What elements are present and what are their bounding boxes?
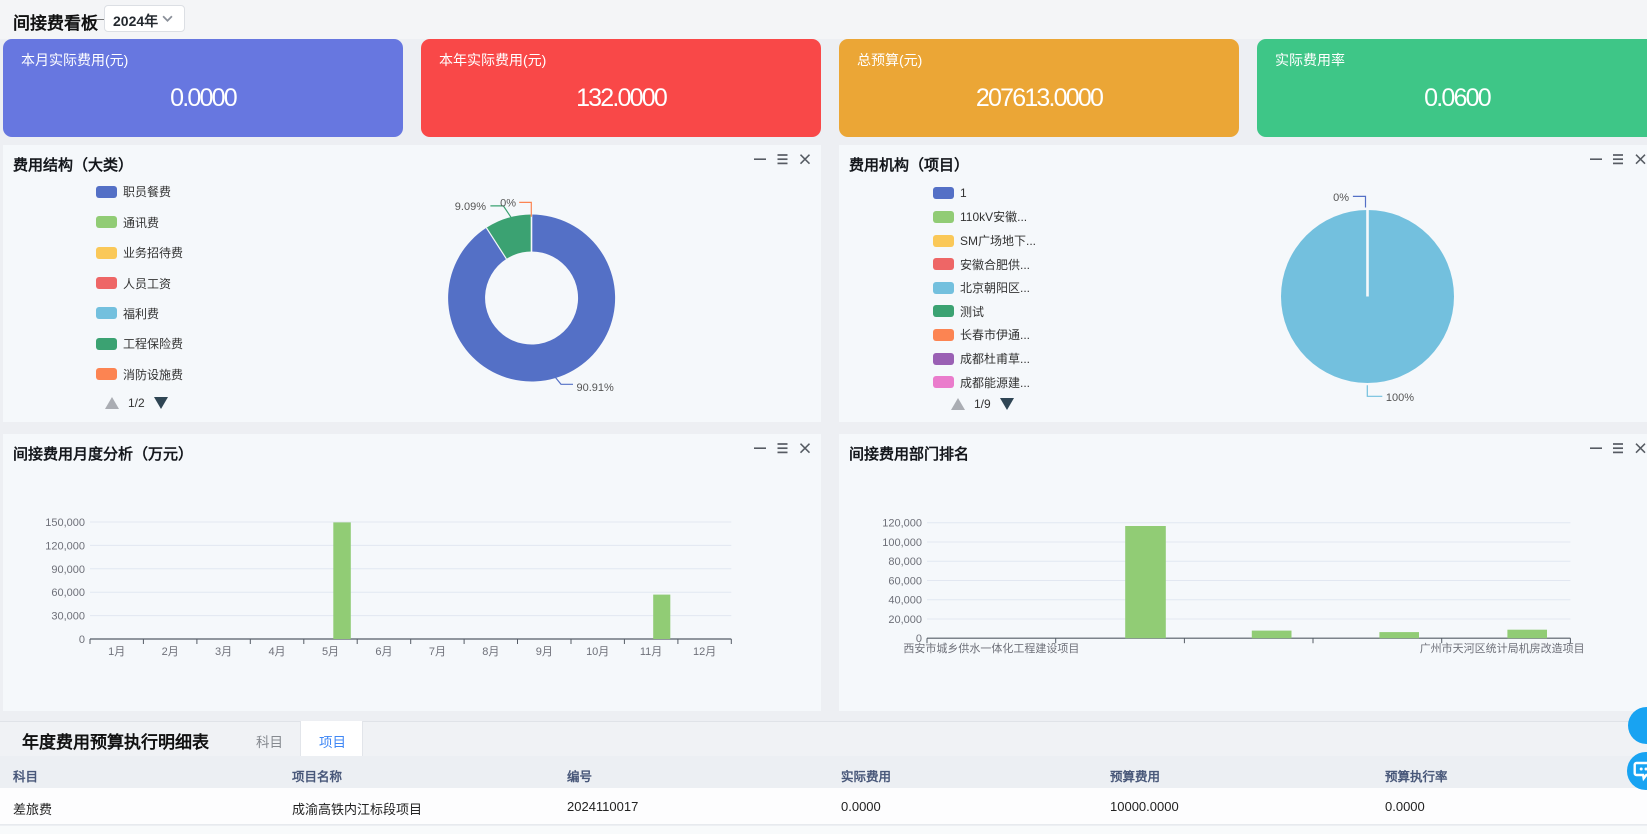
svg-text:0: 0 xyxy=(916,633,922,645)
svg-text:1月: 1月 xyxy=(108,646,125,658)
svg-text:20,000: 20,000 xyxy=(888,614,922,626)
svg-text:90.91%: 90.91% xyxy=(577,382,615,394)
svg-text:100%: 100% xyxy=(1386,392,1414,404)
svg-text:7月: 7月 xyxy=(429,646,446,658)
svg-text:2月: 2月 xyxy=(162,646,179,658)
svg-text:8月: 8月 xyxy=(482,646,499,658)
svg-text:11月: 11月 xyxy=(640,646,662,658)
svg-text:90,000: 90,000 xyxy=(51,564,85,576)
svg-text:广州市天河区统计局机房改造项目: 广州市天河区统计局机房改造项目 xyxy=(1420,641,1585,655)
svg-text:150,000: 150,000 xyxy=(45,517,85,529)
svg-text:120,000: 120,000 xyxy=(45,540,85,552)
svg-text:100,000: 100,000 xyxy=(882,537,922,549)
svg-text:9.09%: 9.09% xyxy=(455,201,486,213)
svg-text:6月: 6月 xyxy=(375,646,392,658)
svg-text:3月: 3月 xyxy=(215,646,232,658)
svg-text:0%: 0% xyxy=(1333,192,1349,204)
svg-text:80,000: 80,000 xyxy=(888,556,922,568)
svg-text:0: 0 xyxy=(79,634,85,646)
svg-text:9月: 9月 xyxy=(536,646,553,658)
svg-text:10月: 10月 xyxy=(586,646,609,658)
svg-text:5月: 5月 xyxy=(322,646,339,658)
svg-text:40,000: 40,000 xyxy=(888,595,922,607)
svg-text:60,000: 60,000 xyxy=(888,575,922,587)
svg-text:30,000: 30,000 xyxy=(51,611,85,623)
svg-text:12月: 12月 xyxy=(693,646,716,658)
svg-text:西安市城乡供水一体化工程建设项目: 西安市城乡供水一体化工程建设项目 xyxy=(903,641,1079,655)
svg-text:60,000: 60,000 xyxy=(51,587,85,599)
svg-text:120,000: 120,000 xyxy=(882,518,922,530)
svg-text:0%: 0% xyxy=(500,198,516,210)
svg-text:4月: 4月 xyxy=(268,646,285,658)
